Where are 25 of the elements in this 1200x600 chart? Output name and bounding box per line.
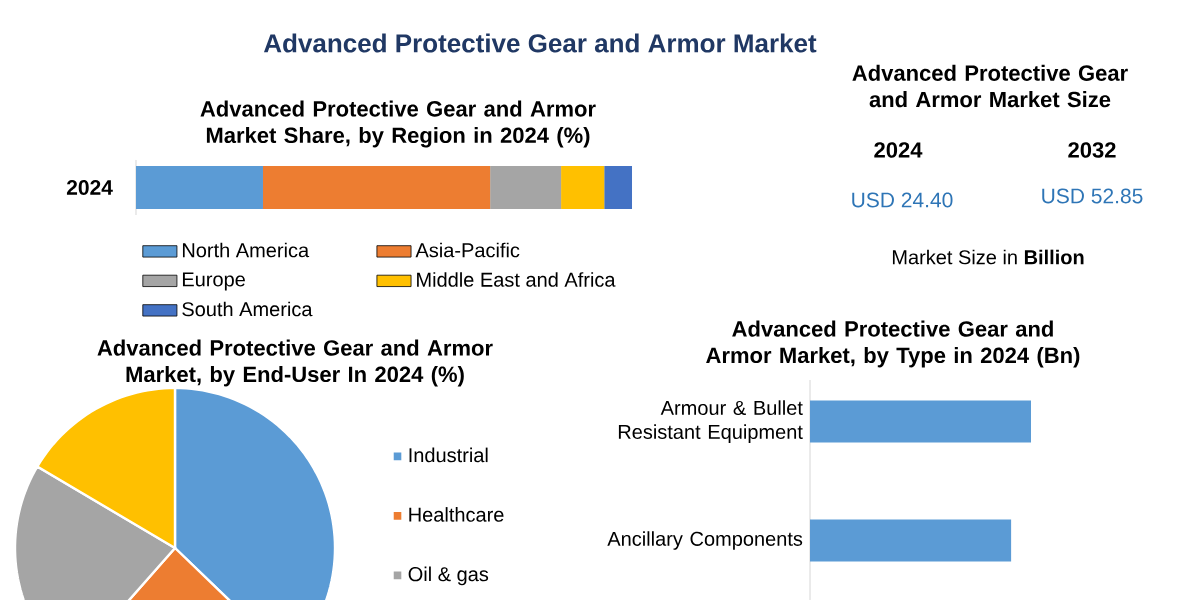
chart-title: Advanced Protective Gear and Armor Market, by End-User In 2024 (%) [97, 339, 493, 387]
text: Advanced Protective Gear and Armor Market Size [852, 64, 1128, 108]
legend-label: Industrial [409, 447, 488, 463]
text: USD 52.85 [1042, 188, 1143, 204]
y-tick-label: Armour & Bullet Resistant Equipment [618, 400, 803, 443]
legend-label: Oil & gas [408, 566, 489, 586]
bar [490, 165, 562, 209]
text: Market Size in Billion [892, 249, 1084, 265]
text: 2032 [1068, 142, 1116, 158]
chart-title: Advanced Protective Gear and Armor Market, by Type in 2024 (Bn) [706, 320, 1080, 368]
y-tick-label: Ancillary Components [607, 531, 803, 550]
bar [604, 165, 633, 209]
bar [262, 165, 491, 209]
legend-label: Asia-Pacific [415, 242, 520, 258]
bar [136, 165, 263, 209]
chart-title: Advanced Protective Gear and Armor Market Share, by Region in 2024 (%) [200, 100, 596, 148]
legend-label: Europe [182, 272, 245, 291]
legend-label: South America [182, 301, 313, 317]
text: 2024 [874, 142, 923, 158]
legend-label: Middle East and Africa [417, 272, 616, 287]
legend-label: North America [182, 242, 310, 258]
text: USD 24.40 [852, 192, 953, 208]
text: Advanced Protective Gear and Armor Market [263, 33, 817, 53]
legend-label: Healthcare [409, 507, 504, 522]
bar [561, 165, 605, 209]
